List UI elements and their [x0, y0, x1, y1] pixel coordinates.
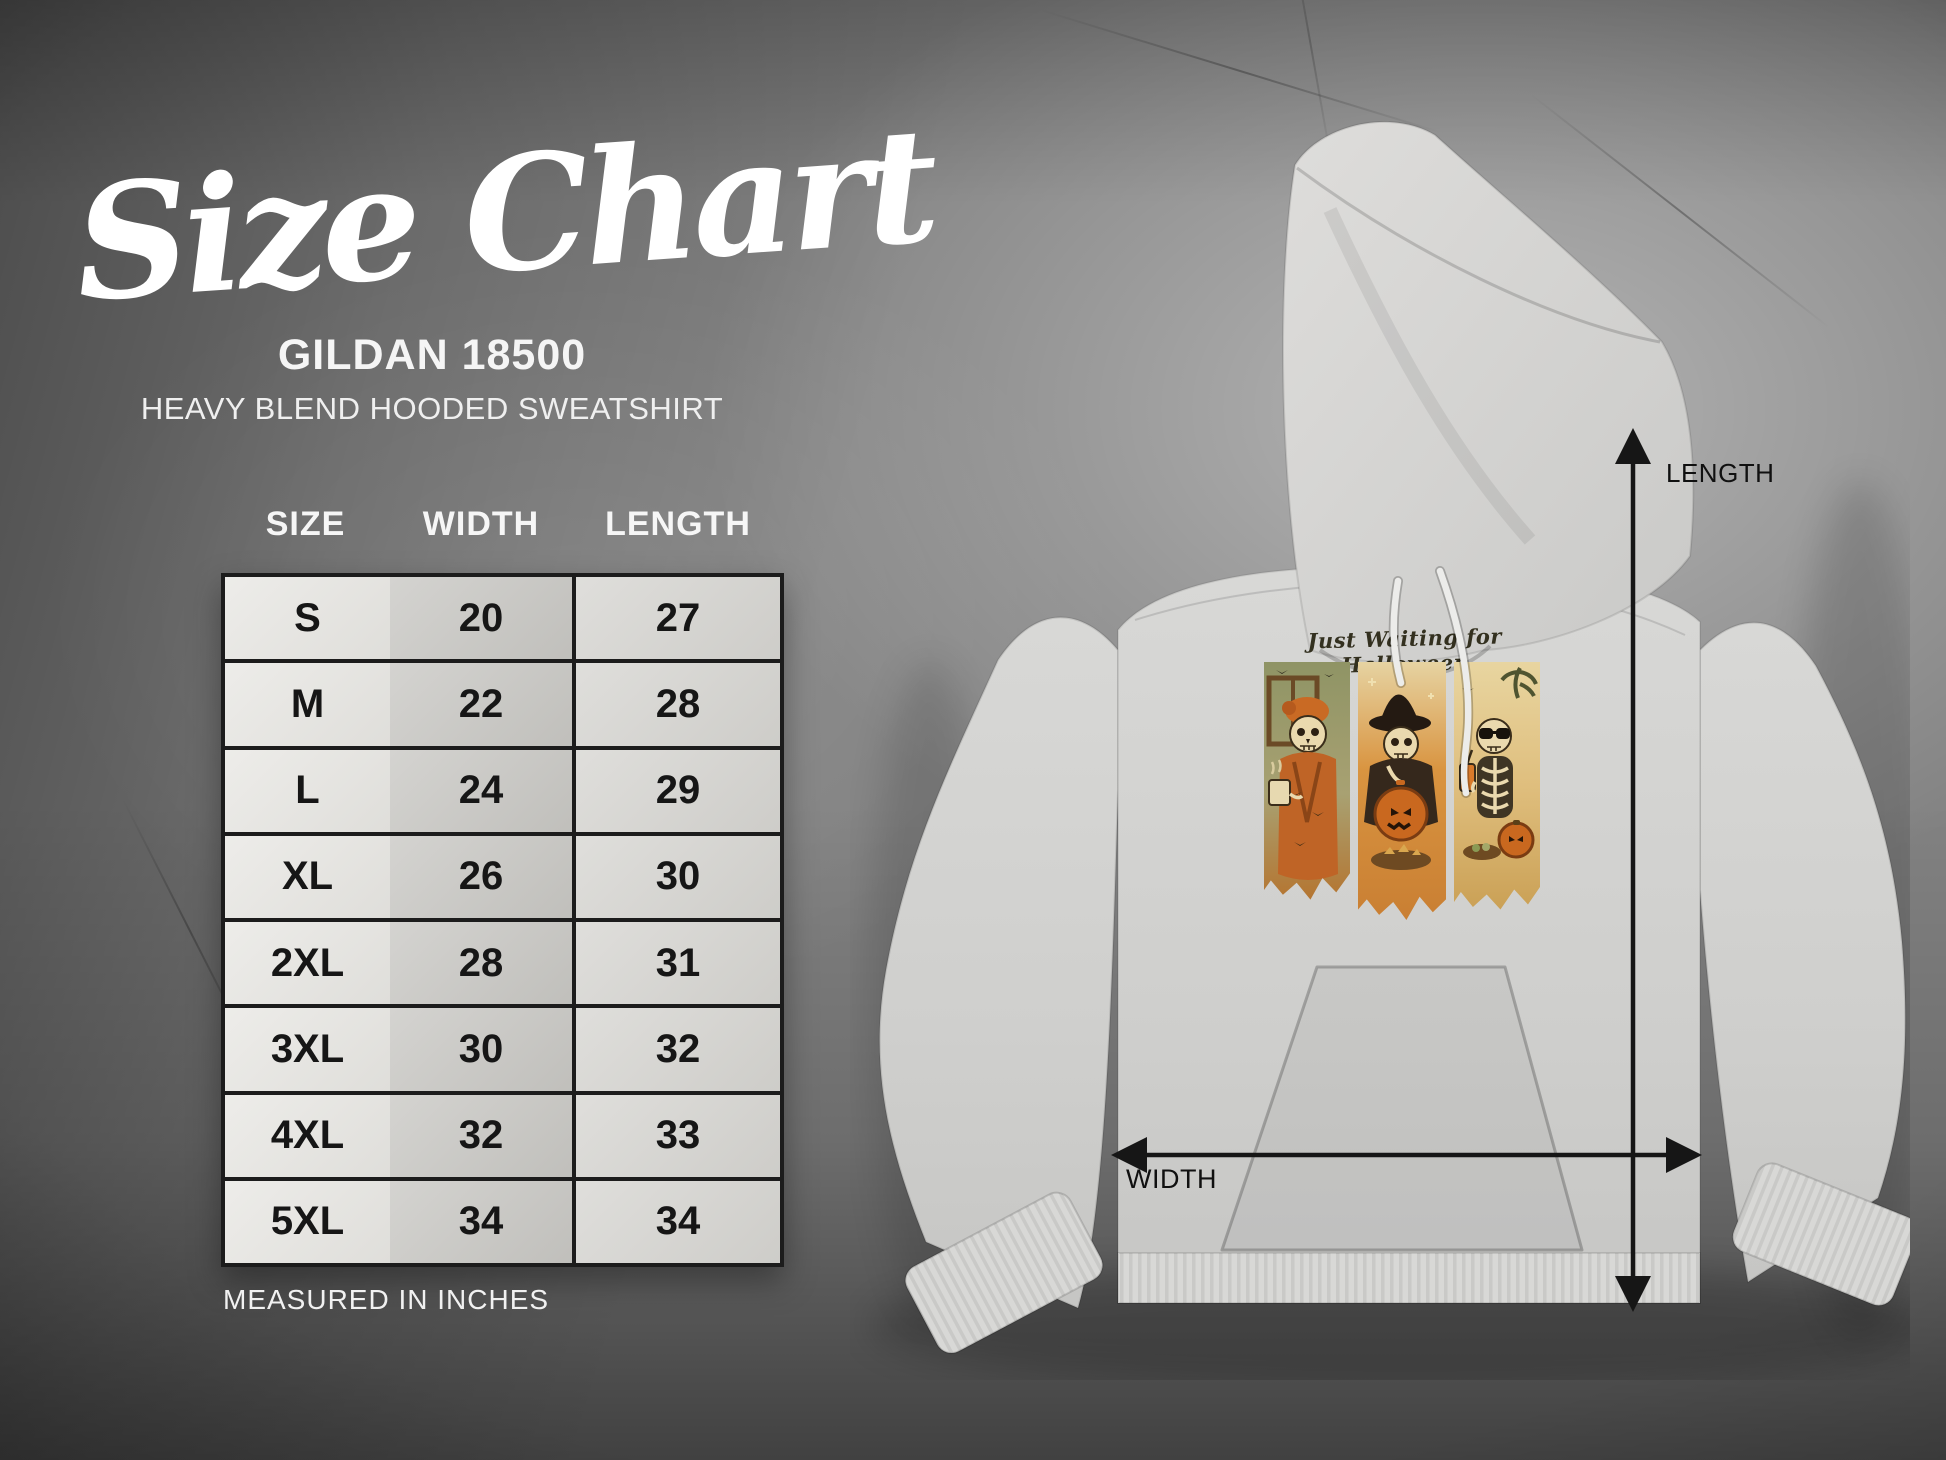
hoodie-hem-band [1117, 1252, 1701, 1304]
hoodie-right-sleeve [1699, 621, 1907, 1284]
cell-size: 2XL [225, 922, 390, 1005]
cell-size: 5XL [225, 1180, 390, 1263]
table-row: L 24 29 [225, 745, 780, 832]
pumpkin [1497, 821, 1535, 859]
hoodie-right-cuff [1731, 1162, 1910, 1307]
halloween-chest-graphic: Just Waiting for Halloween [1264, 622, 1546, 932]
jack-o-lantern [1373, 786, 1429, 842]
hoodie-mockup [870, 120, 1910, 1380]
size-table: S 20 27 M 22 28 L 24 29 XL 26 30 2XL 28 … [221, 573, 784, 1267]
column-header-width: WIDTH [422, 505, 540, 543]
cell-width: 20 [390, 577, 572, 660]
plate-of-chips [1371, 850, 1431, 870]
sunglasses [1479, 728, 1493, 739]
cell-length: 28 [572, 663, 780, 746]
hoodie-hood [1282, 120, 1695, 663]
table-row: S 20 27 [225, 577, 780, 660]
coffee-mug [1268, 779, 1291, 806]
column-header-size: SIZE [265, 505, 346, 543]
skeleton-hand [1288, 792, 1304, 800]
drawstring-short [1390, 577, 1405, 687]
cell-size: S [225, 577, 390, 660]
sparkle-icon [1368, 678, 1434, 699]
cell-length: 27 [572, 577, 780, 660]
straw [1465, 749, 1474, 765]
cell-width: 22 [390, 663, 572, 746]
palm-tree [1500, 667, 1538, 699]
hood-fold-line [1296, 166, 1661, 344]
pumpkin-stem [1396, 780, 1405, 785]
snack-bowl [1463, 844, 1501, 860]
cell-width: 28 [390, 922, 572, 1005]
hood-shade [1323, 207, 1536, 545]
table-row: XL 26 30 [225, 831, 780, 918]
cell-size: M [225, 663, 390, 746]
cell-width: 26 [390, 835, 572, 918]
cell-length: 29 [572, 749, 780, 832]
cell-width: 30 [390, 1008, 572, 1091]
steam [1270, 759, 1282, 775]
cell-size: XL [225, 835, 390, 918]
cell-length: 32 [572, 1008, 780, 1091]
cell-size: L [225, 749, 390, 832]
cell-length: 33 [572, 1094, 780, 1177]
product-name: GILDAN 18500 [277, 331, 587, 379]
graphic-panels [1264, 662, 1546, 920]
cell-length: 30 [572, 835, 780, 918]
cell-width: 32 [390, 1094, 572, 1177]
ribcage [1481, 758, 1509, 814]
length-measurement-label: LENGTH [1666, 458, 1775, 488]
drawstring-long [1436, 567, 1472, 797]
hood-drawstrings [1388, 566, 1474, 798]
skeleton-hand [1470, 781, 1477, 794]
table-row: 3XL 30 32 [225, 1004, 780, 1091]
table-header-row: SIZE WIDTH LENGTH [221, 505, 784, 544]
bat-icon [1276, 670, 1288, 674]
width-measurement-label: WIDTH [1126, 1164, 1217, 1194]
witch-hat-brim [1369, 714, 1431, 732]
cell-length: 31 [572, 922, 780, 1005]
cell-width: 34 [390, 1180, 572, 1263]
hoodie-left-cuff [904, 1191, 1104, 1355]
bat-icon [1324, 674, 1334, 677]
units-footnote: MEASURED IN INCHES [223, 1284, 550, 1315]
graphic-panel-witch-skeleton [1358, 662, 1446, 920]
cell-width: 24 [390, 749, 572, 832]
graphic-panel-robe-skeleton [1264, 662, 1350, 900]
table-row: M 22 28 [225, 659, 780, 746]
skull [1476, 718, 1512, 754]
table-row: 5XL 34 34 [225, 1176, 780, 1263]
hoodie-left-sleeve [878, 616, 1119, 1310]
column-header-length: LENGTH [605, 505, 751, 543]
table-row: 2XL 28 31 [225, 918, 780, 1005]
cell-size: 4XL [225, 1094, 390, 1177]
table-row: 4XL 32 33 [225, 1090, 780, 1177]
cell-size: 3XL [225, 1008, 390, 1091]
cell-length: 34 [572, 1180, 780, 1263]
product-description: HEAVY BLEND HOODED SWEATSHIRT [140, 391, 724, 426]
